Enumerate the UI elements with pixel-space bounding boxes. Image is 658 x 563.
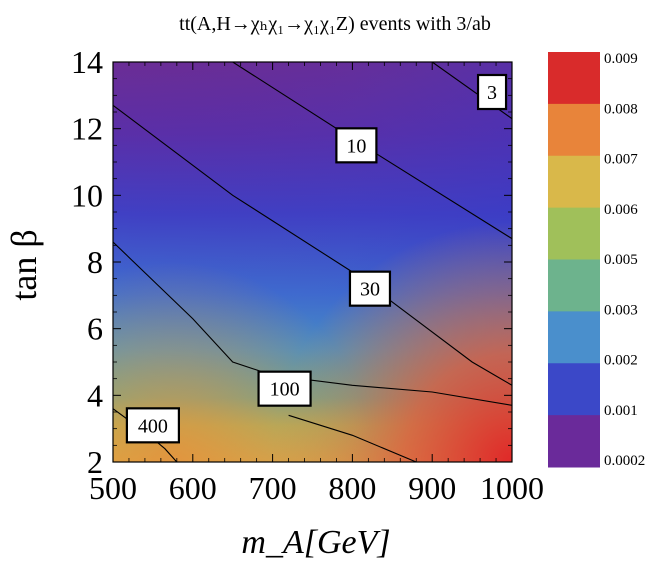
colorbar-segment-2	[548, 155, 600, 209]
colorbar-label-0: 0.009	[604, 51, 638, 67]
x-tick-label-1: 600	[169, 470, 217, 506]
svg-text:400: 400	[138, 415, 168, 437]
colorbar-label-3: 0.006	[604, 202, 638, 218]
x-tick-label-0: 500	[89, 470, 137, 506]
y-axis-label: tan β	[4, 229, 44, 300]
y-axis: 2 4 6 8 10 12 14	[71, 44, 512, 480]
colorbar-segment-3	[548, 207, 600, 260]
colorbar-label-7: 0.001	[604, 403, 638, 419]
colorbar-segment-4	[548, 259, 600, 312]
chart-title: tt(A,H→χₕχ₁→χ₁χ₁Z) events with 3/ab	[179, 13, 491, 35]
y-tick-label-5: 12	[71, 111, 103, 147]
heatmap-orange-region	[113, 62, 512, 462]
contour-label-3: 100	[257, 370, 312, 407]
svg-text:30: 30	[360, 279, 380, 301]
y-tick-label-3: 8	[87, 244, 103, 280]
contour-label-4: 400	[125, 407, 181, 444]
y-tick-label-4: 10	[71, 177, 103, 213]
colorbar-segment-0	[548, 52, 600, 105]
x-tick-label-3: 800	[328, 470, 376, 506]
x-axis-label: m_A[GeV]	[241, 524, 390, 561]
colorbar-label-4: 0.005	[604, 252, 638, 268]
colorbar-label-1: 0.008	[604, 101, 638, 117]
colorbar-label-2: 0.007	[604, 152, 638, 168]
colorbar: 0.009 0.008 0.007 0.006 0.005 0.003 0.002 0.001…	[548, 51, 645, 469]
y-tick-label-6: 14	[71, 44, 103, 80]
y-tick-label-2: 6	[87, 311, 103, 347]
colorbar-label-6: 0.002	[604, 353, 638, 369]
colorbar-segment-7	[548, 415, 600, 468]
y-tick-label-0: 2	[87, 444, 103, 480]
svg-text:10: 10	[346, 135, 366, 157]
contour-labels: 3 10 30 100 400	[125, 73, 508, 444]
x-tick-label-4: 900	[408, 470, 456, 506]
x-tick-label-5: 1000	[480, 470, 544, 506]
x-tick-label-2: 700	[249, 470, 297, 506]
colorbar-segment-6	[548, 363, 600, 416]
svg-text:3: 3	[487, 82, 497, 104]
contour-label-2: 30	[348, 270, 392, 307]
contour-label-0: 3	[476, 73, 508, 111]
colorbar-segment-1	[548, 103, 600, 157]
x-axis: 500 600 700 800 900 1000	[89, 62, 544, 506]
contour-label-1: 10	[335, 127, 378, 164]
heatmap-area	[113, 62, 512, 462]
y-tick-label-1: 4	[87, 377, 103, 413]
svg-text:100: 100	[270, 379, 300, 401]
colorbar-label-8: 0.0002	[604, 453, 645, 469]
contour-line-5	[288, 414, 417, 462]
colorbar-segment-5	[548, 311, 600, 364]
colorbar-label-5: 0.003	[604, 302, 638, 318]
